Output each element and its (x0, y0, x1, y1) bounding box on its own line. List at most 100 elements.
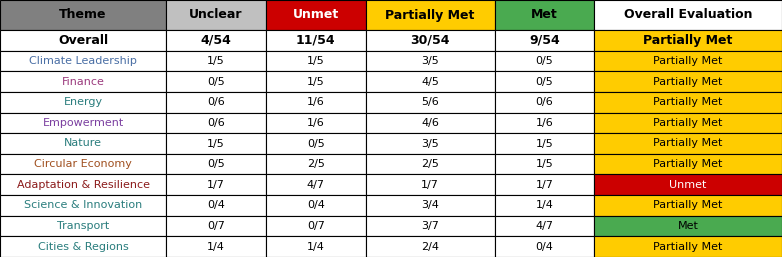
Text: 30/54: 30/54 (411, 34, 450, 47)
Text: 0/5: 0/5 (207, 77, 225, 87)
Bar (0, 154, 166, 175)
Bar (495, 71, 594, 92)
Bar (366, 113, 495, 133)
Bar (0, 236, 166, 257)
Bar (366, 92, 495, 113)
Bar (495, 0, 594, 30)
Text: 2/5: 2/5 (421, 159, 439, 169)
Text: Theme: Theme (59, 8, 107, 22)
Bar (366, 236, 495, 257)
Text: 1/4: 1/4 (536, 200, 554, 210)
Text: 1/5: 1/5 (536, 159, 554, 169)
Bar (266, 195, 366, 216)
Bar (0, 216, 166, 236)
Bar (266, 113, 366, 133)
Bar (594, 51, 782, 71)
Bar (366, 30, 495, 51)
Text: Energy: Energy (63, 97, 102, 107)
Text: 0/7: 0/7 (307, 221, 325, 231)
Bar (495, 92, 594, 113)
Bar (495, 113, 594, 133)
Bar (495, 195, 594, 216)
Text: 1/5: 1/5 (207, 139, 225, 149)
Bar (366, 0, 495, 30)
Text: Partially Met: Partially Met (654, 77, 723, 87)
Bar (495, 236, 594, 257)
Bar (266, 92, 366, 113)
Text: 0/5: 0/5 (536, 77, 554, 87)
Text: 9/54: 9/54 (529, 34, 560, 47)
Text: 1/4: 1/4 (207, 242, 225, 252)
Text: 3/5: 3/5 (421, 139, 439, 149)
Bar (366, 216, 495, 236)
Bar (495, 133, 594, 154)
Text: 2/4: 2/4 (421, 242, 439, 252)
Bar (166, 175, 266, 195)
Bar (495, 175, 594, 195)
Text: Empowerment: Empowerment (42, 118, 124, 128)
Bar (594, 216, 782, 236)
Bar (266, 133, 366, 154)
Text: 1/7: 1/7 (536, 180, 554, 190)
Text: Partially Met: Partially Met (644, 34, 733, 47)
Text: 3/7: 3/7 (421, 221, 439, 231)
Bar (495, 30, 594, 51)
Bar (0, 30, 166, 51)
Text: 5/6: 5/6 (421, 97, 439, 107)
Bar (266, 216, 366, 236)
Text: Partially Met: Partially Met (654, 118, 723, 128)
Bar (166, 30, 266, 51)
Text: 0/5: 0/5 (207, 159, 225, 169)
Text: Partially Met: Partially Met (654, 159, 723, 169)
Bar (266, 51, 366, 71)
Bar (594, 71, 782, 92)
Text: Science & Innovation: Science & Innovation (24, 200, 142, 210)
Bar (166, 154, 266, 175)
Text: 1/5: 1/5 (307, 56, 325, 66)
Bar (495, 51, 594, 71)
Bar (0, 113, 166, 133)
Text: 1/6: 1/6 (307, 97, 325, 107)
Bar (594, 154, 782, 175)
Bar (594, 92, 782, 113)
Bar (166, 236, 266, 257)
Bar (166, 133, 266, 154)
Text: Overall: Overall (58, 34, 108, 47)
Bar (594, 0, 782, 30)
Text: 11/54: 11/54 (296, 34, 335, 47)
Text: Overall Evaluation: Overall Evaluation (624, 8, 752, 22)
Bar (166, 71, 266, 92)
Bar (266, 0, 366, 30)
Text: 0/6: 0/6 (207, 118, 225, 128)
Text: Partially Met: Partially Met (654, 97, 723, 107)
Text: 2/5: 2/5 (307, 159, 325, 169)
Text: Finance: Finance (62, 77, 105, 87)
Text: Transport: Transport (57, 221, 109, 231)
Text: Met: Met (531, 8, 558, 22)
Bar (594, 133, 782, 154)
Text: 3/5: 3/5 (421, 56, 439, 66)
Text: 0/6: 0/6 (207, 97, 225, 107)
Text: 0/5: 0/5 (307, 139, 325, 149)
Bar (166, 0, 266, 30)
Text: 1/7: 1/7 (207, 180, 225, 190)
Bar (594, 175, 782, 195)
Text: Partially Met: Partially Met (654, 200, 723, 210)
Bar (0, 51, 166, 71)
Text: Climate Leadership: Climate Leadership (29, 56, 137, 66)
Bar (0, 92, 166, 113)
Bar (266, 236, 366, 257)
Text: 0/7: 0/7 (207, 221, 225, 231)
Text: 0/4: 0/4 (536, 242, 554, 252)
Bar (366, 51, 495, 71)
Bar (166, 195, 266, 216)
Text: Partially Met: Partially Met (654, 139, 723, 149)
Bar (594, 113, 782, 133)
Bar (366, 133, 495, 154)
Bar (166, 51, 266, 71)
Text: Cities & Regions: Cities & Regions (38, 242, 128, 252)
Bar (266, 30, 366, 51)
Text: 4/6: 4/6 (421, 118, 439, 128)
Bar (594, 195, 782, 216)
Bar (0, 195, 166, 216)
